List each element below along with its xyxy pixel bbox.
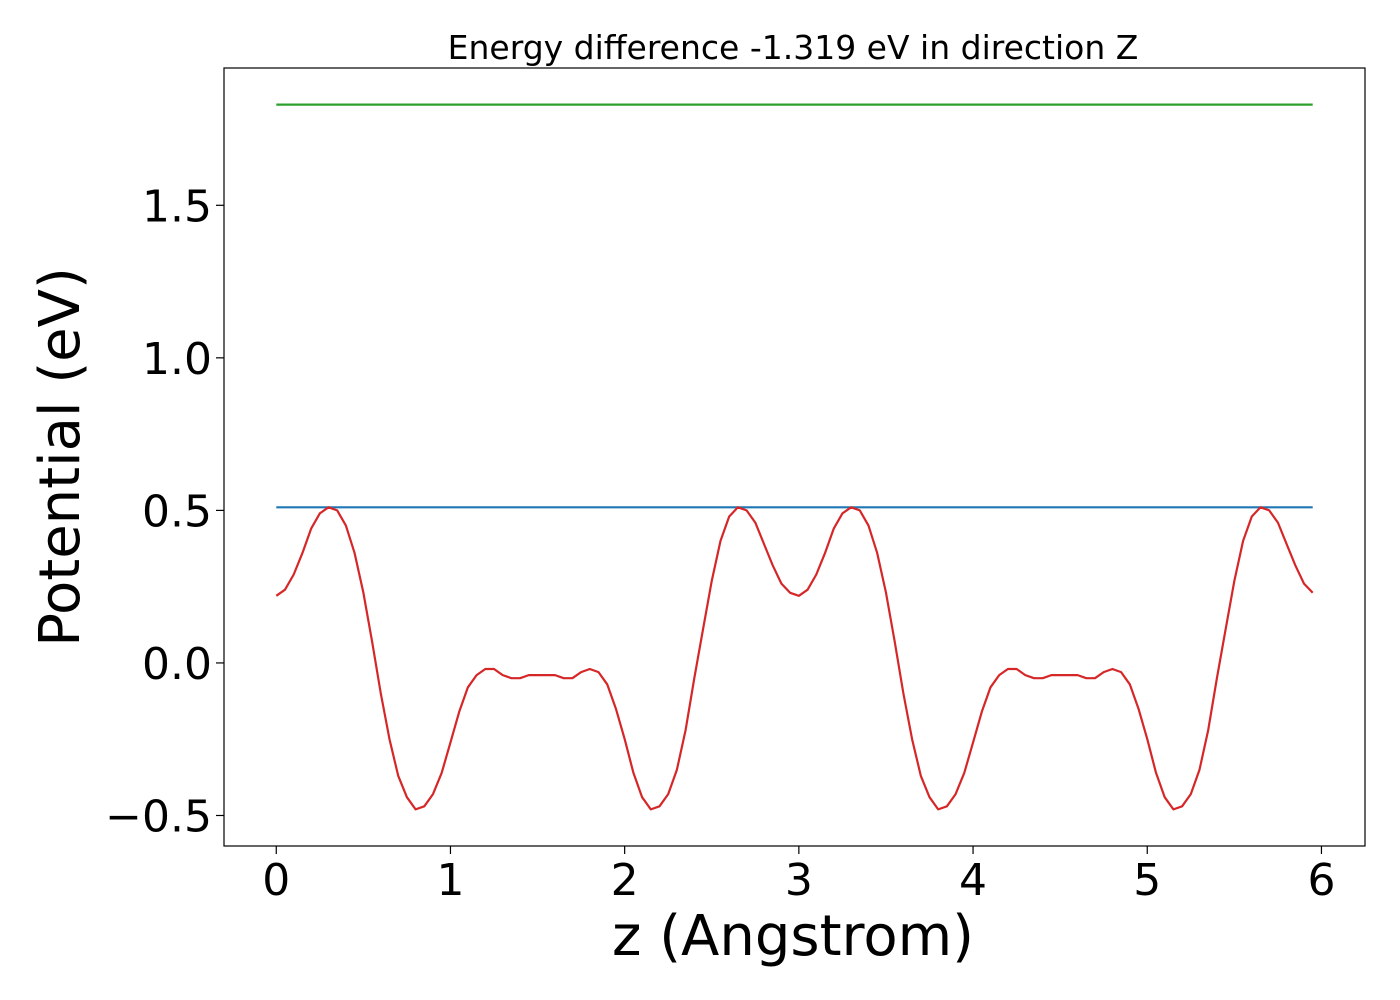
y-axis-ticks: −0.5 0.0 0.5 1.0 1.5 xyxy=(105,181,224,842)
x-tick-label-4: 4 xyxy=(959,855,987,906)
y-axis-label: Potential (eV) xyxy=(28,267,93,647)
chart-title: Energy difference -1.319 eV in direction… xyxy=(448,28,1139,67)
y-tick-label-0: −0.5 xyxy=(105,791,212,842)
series-layer xyxy=(275,103,1314,811)
x-tick-label-0: 0 xyxy=(262,855,290,906)
y-tick-label-2: 0.5 xyxy=(142,486,212,537)
y-tick-label-1: 0.0 xyxy=(142,639,212,690)
x-axis-ticks: 0 1 2 3 4 5 6 xyxy=(262,846,1335,906)
series-line-2 xyxy=(275,506,1314,811)
y-tick-label-3: 1.0 xyxy=(142,334,212,385)
x-axis-label: z (Angstrom) xyxy=(612,904,974,969)
x-tick-label-3: 3 xyxy=(785,855,813,906)
x-tick-label-5: 5 xyxy=(1133,855,1161,906)
x-tick-label-2: 2 xyxy=(611,855,639,906)
plot-frame xyxy=(223,67,1366,847)
x-tick-label-6: 6 xyxy=(1307,855,1335,906)
x-tick-label-1: 1 xyxy=(436,855,464,906)
y-tick-label-4: 1.5 xyxy=(142,181,212,232)
